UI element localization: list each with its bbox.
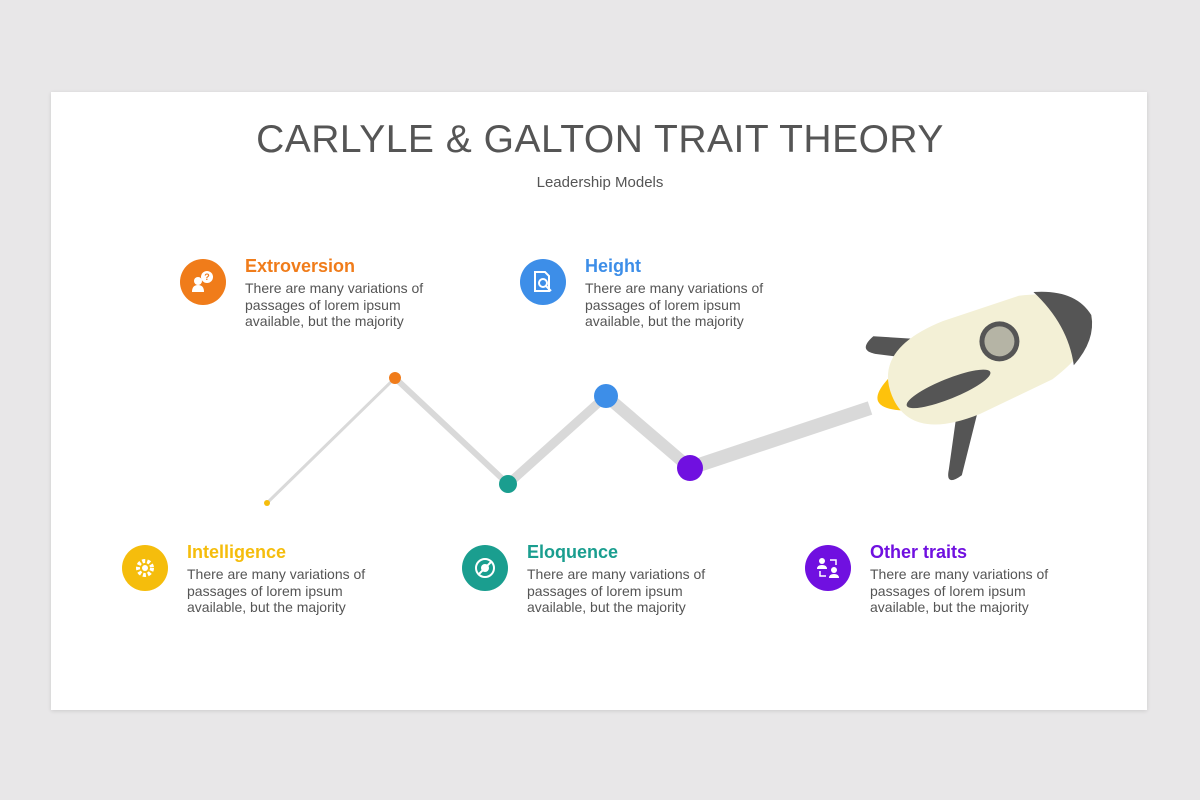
virus-icon: [462, 545, 508, 591]
trait-heading: Other traits: [870, 542, 968, 562]
gear-icon: [122, 545, 168, 591]
svg-text:?: ?: [204, 272, 210, 282]
page-subtitle: Leadership Models: [536, 174, 664, 191]
path-node: [389, 372, 401, 384]
trait-text: There are many variations of passages of…: [245, 280, 424, 329]
person-question-icon: ?: [180, 259, 226, 305]
path-node: [499, 475, 517, 493]
page-title: CARLYLE & GALTON TRAIT THEORY: [256, 118, 944, 161]
path-node: [677, 455, 703, 481]
trait-text: There are many variations of passages of…: [585, 280, 764, 329]
trait-text: There are many variations of passages of…: [187, 566, 366, 615]
rocket-icon: [865, 291, 1093, 481]
trait-heading: Intelligence: [187, 542, 287, 562]
document-search-icon: [520, 259, 566, 305]
trait-text: There are many variations of passages of…: [870, 566, 1049, 615]
people-exchange-icon: [805, 545, 851, 591]
path-node: [594, 384, 618, 408]
trait-heading: Eloquence: [527, 542, 619, 562]
path-node: [264, 500, 270, 506]
trait-heading: Extroversion: [245, 256, 356, 276]
trait-heading: Height: [585, 256, 641, 276]
trait-text: There are many variations of passages of…: [527, 566, 706, 615]
